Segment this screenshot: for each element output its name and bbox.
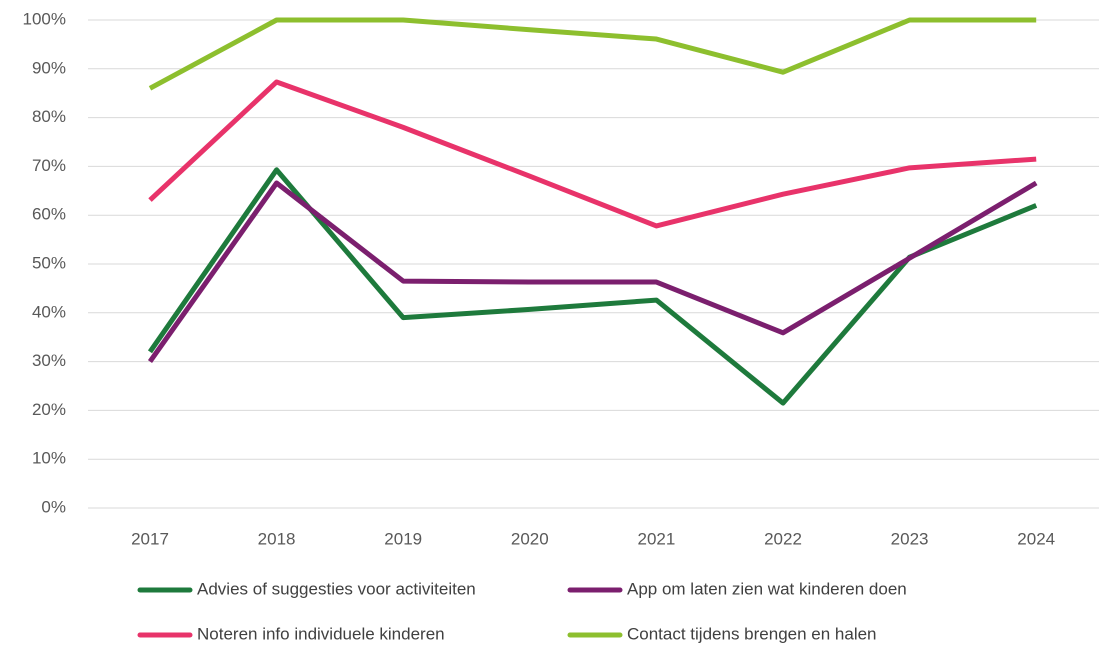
series-line [148, 17, 1037, 91]
x-tick-label: 2017 [131, 529, 169, 548]
y-tick-label: 70% [32, 156, 66, 175]
x-tick-label: 2022 [764, 529, 802, 548]
series-line [147, 167, 1038, 406]
y-tick-label: 0% [41, 497, 66, 516]
y-tick-label: 50% [32, 253, 66, 272]
x-tick-label: 2019 [384, 529, 422, 548]
x-tick-label: 2020 [511, 529, 549, 548]
x-tick-label: 2018 [258, 529, 296, 548]
legend-label: Noteren info individuele kinderen [197, 624, 445, 643]
series-line [148, 79, 1037, 229]
y-tick-label: 40% [32, 302, 66, 321]
x-tick-label: 2021 [637, 529, 675, 548]
legend-label: App om laten zien wat kinderen doen [627, 579, 907, 598]
y-tick-label: 30% [32, 351, 66, 370]
y-tick-label: 10% [32, 449, 66, 468]
x-tick-label: 2023 [891, 529, 929, 548]
legend-label: Contact tijdens brengen en halen [627, 624, 877, 643]
legend-label: Advies of suggesties voor activiteiten [197, 579, 476, 598]
y-tick-label: 80% [32, 107, 66, 126]
y-tick-label: 100% [23, 9, 66, 28]
legend: Advies of suggesties voor activiteiten Ap… [137, 579, 907, 643]
x-tick-label: 2024 [1017, 529, 1055, 548]
series-line [147, 180, 1038, 364]
y-tick-label: 20% [32, 400, 66, 419]
y-tick-label: 60% [32, 205, 66, 224]
y-tick-label: 90% [32, 58, 66, 77]
